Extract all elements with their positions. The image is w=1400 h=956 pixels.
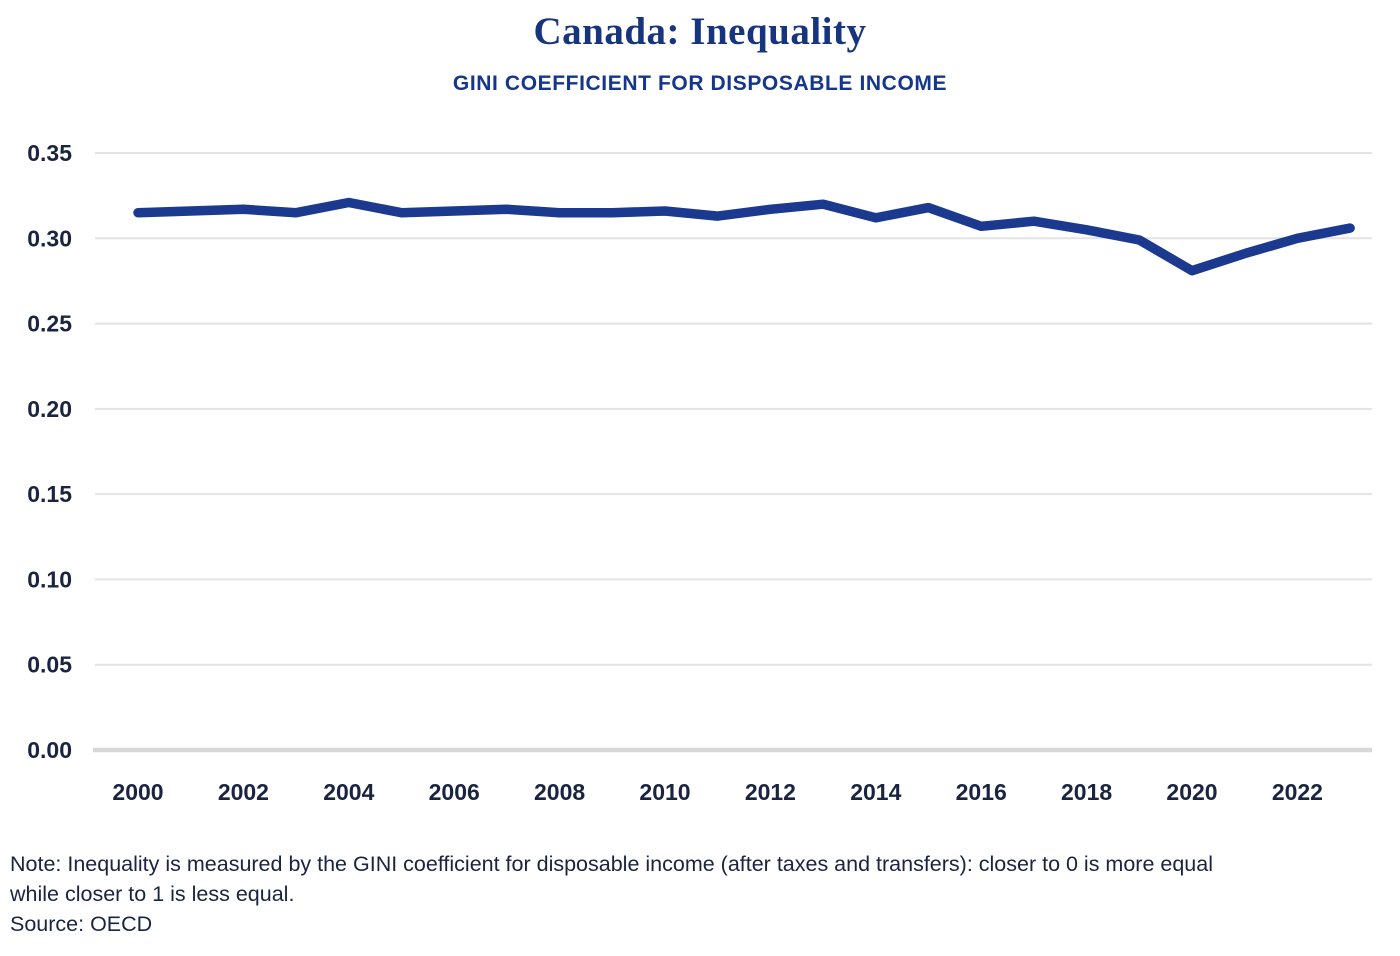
x-axis-tick-label: 2016: [956, 779, 1007, 805]
note-text-line-1: Note: Inequality is measured by the GINI…: [10, 852, 1213, 876]
x-axis-tick-label: 2018: [1061, 779, 1112, 805]
x-axis-tick-label: 2004: [323, 779, 374, 805]
x-axis-tick-label: 2008: [534, 779, 585, 805]
y-axis-tick-label: 0.35: [27, 140, 72, 166]
x-axis-tick-label: 2022: [1272, 779, 1323, 805]
x-axis-tick-label: 2020: [1166, 779, 1217, 805]
x-axis-tick-label: 2010: [639, 779, 690, 805]
y-axis-tick-label: 0.30: [27, 225, 72, 251]
chart-notes: Note: Inequality is measured by the GINI…: [10, 849, 1390, 939]
note-text-line-2: while closer to 1 is less equal.: [10, 882, 295, 906]
x-axis-tick-label: 2000: [112, 779, 163, 805]
x-axis-tick-label: 2002: [218, 779, 269, 805]
gini-data-line: [133, 197, 1355, 276]
gini-line-chart: 0.00 0.05 0.10 0.15 0.20 0.25 0.30 0.35 2000 2002…: [27, 140, 1372, 805]
y-axis-tick-label: 0.10: [27, 566, 72, 592]
y-axis-tick-label: 0.05: [27, 652, 72, 678]
x-axis-tick-label: 2012: [745, 779, 796, 805]
y-axis-tick-label: 0.25: [27, 311, 72, 337]
y-axis-tick-label: 0.20: [27, 396, 72, 422]
y-axis-tick-label: 0.15: [27, 481, 72, 507]
x-axis-tick-label: 2006: [429, 779, 480, 805]
y-axis-tick-label: 0.00: [27, 737, 72, 763]
chart-subtitle: GINI COEFFICIENT FOR DISPOSABLE INCOME: [452, 72, 948, 95]
chart-title: Canada: Inequality: [533, 10, 867, 53]
source-text: Source: OECD: [10, 912, 153, 936]
x-axis-tick-label: 2014: [850, 779, 901, 805]
